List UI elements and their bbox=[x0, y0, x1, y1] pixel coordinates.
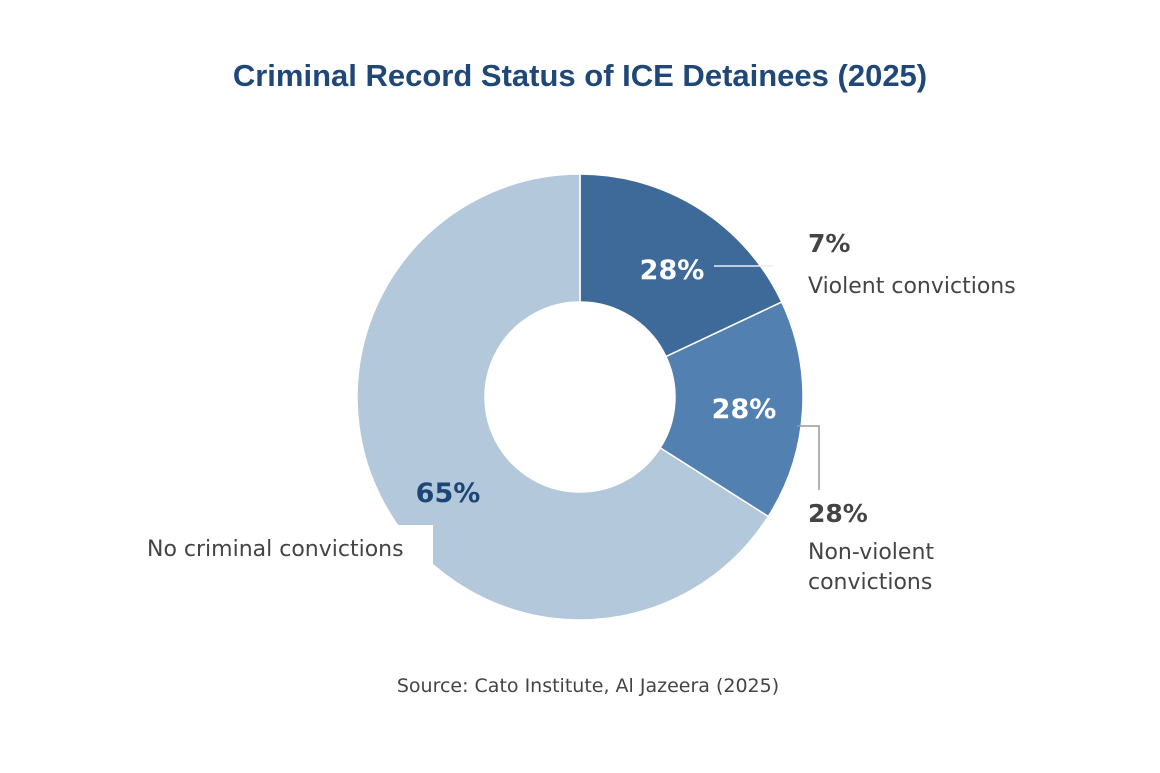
leader-line-nonviolent bbox=[797, 425, 820, 490]
legend-label-none: No criminal convictions bbox=[147, 537, 404, 562]
inner-label-violent: 28% bbox=[640, 255, 705, 286]
donut-slice-non-violent-convictions bbox=[659, 301, 804, 518]
legend-label-nonviolent-2: convictions bbox=[808, 570, 932, 595]
label-backdrop bbox=[130, 525, 433, 568]
outer-value-violent: 7% bbox=[808, 229, 850, 258]
legend-label-violent: Violent convictions bbox=[808, 274, 1016, 299]
inner-label-nonviolent: 28% bbox=[712, 394, 777, 425]
donut-slice-violent-convictions bbox=[579, 173, 783, 358]
donut-slice-no-criminal-convictions bbox=[356, 173, 770, 621]
legend-label-nonviolent-1: Non-violent bbox=[808, 540, 934, 565]
chart-source: Source: Cato Institute, Al Jazeera (2025… bbox=[397, 675, 779, 697]
outer-value-nonviolent: 28% bbox=[808, 499, 868, 528]
chart-title: Criminal Record Status of ICE Detainees … bbox=[233, 58, 927, 93]
inner-label-none: 65% bbox=[416, 478, 481, 509]
